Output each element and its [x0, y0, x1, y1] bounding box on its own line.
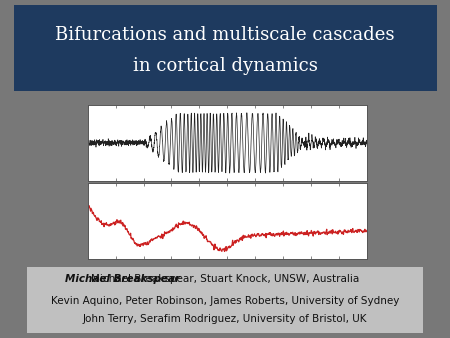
FancyBboxPatch shape: [27, 267, 423, 333]
Text: Bifurcations and multiscale cascades: Bifurcations and multiscale cascades: [55, 26, 395, 45]
Text: Michael Breakspear, Stuart Knock, UNSW, Australia: Michael Breakspear, Stuart Knock, UNSW, …: [91, 274, 359, 284]
Text: in cortical dynamics: in cortical dynamics: [133, 57, 317, 75]
FancyBboxPatch shape: [14, 5, 436, 91]
Text: Kevin Aquino, Peter Robinson, James Roberts, University of Sydney: Kevin Aquino, Peter Robinson, James Robe…: [51, 296, 399, 306]
Text: John Terry, Serafim Rodriguez, University of Bristol, UK: John Terry, Serafim Rodriguez, Universit…: [83, 314, 367, 324]
Text: Michael Breakspear: Michael Breakspear: [65, 274, 180, 284]
